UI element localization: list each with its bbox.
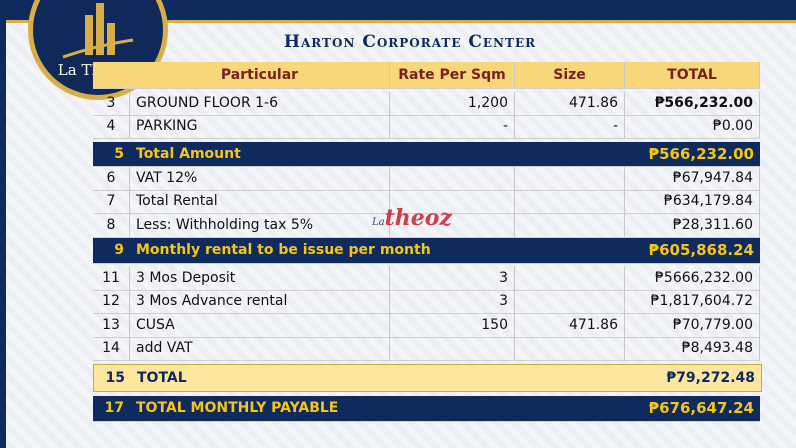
rate-cell <box>390 238 515 263</box>
table-row: 3 GROUND FLOOR 1-6 1,200 471.86 ₱566,232.00 <box>93 92 760 116</box>
total-cell: ₱70,779.00 <box>625 313 760 337</box>
table-row: 5 Total Amount ₱566,232.00 <box>93 142 760 167</box>
no-cell: 7 <box>93 190 130 213</box>
no-cell: 15 <box>105 370 125 386</box>
table-row: 8 Less: Withholding tax 5% ₱28,311.60 <box>93 213 760 238</box>
no-cell: 3 <box>93 92 130 115</box>
rate-cell: 150 <box>390 313 515 337</box>
total-cell: ₱28,311.60 <box>625 213 760 237</box>
particular-cell: TOTAL <box>137 370 187 386</box>
left-strip <box>0 0 6 448</box>
total-cell: ₱5666,232.00 <box>625 266 760 290</box>
rate-cell <box>391 365 516 391</box>
no-cell: 8 <box>93 213 130 237</box>
no-cell: 17 <box>104 400 124 416</box>
logo-icon <box>62 3 134 59</box>
rate-cell <box>390 396 515 421</box>
total-cell: ₱1,817,604.72 <box>625 290 760 313</box>
rate-cell: 3 <box>390 266 515 290</box>
size-cell <box>515 142 625 166</box>
total-cell: ₱605,868.24 <box>648 241 754 259</box>
rate-cell: 1,200 <box>390 92 515 115</box>
particular-cell: Less: Withholding tax 5% <box>130 213 390 237</box>
table-row: 13 CUSA 150 471.86 ₱70,779.00 <box>93 313 760 338</box>
size-cell <box>515 167 625 190</box>
title: Harton Corporate Center <box>283 32 537 52</box>
total-cell: ₱8,493.48 <box>625 337 760 360</box>
total-cell: ₱634,179.84 <box>625 190 760 213</box>
no-cell: 13 <box>93 313 130 337</box>
total-cell: ₱67,947.84 <box>625 167 760 190</box>
size-cell <box>515 337 625 360</box>
particular-cell: add VAT <box>130 337 390 360</box>
size-cell <box>515 290 625 313</box>
watermark: Latheoz <box>372 205 452 231</box>
rate-cell <box>390 213 515 237</box>
watermark-prefix: La <box>372 217 385 228</box>
no-cell: 5 <box>114 146 124 162</box>
size-cell <box>515 190 625 213</box>
total-cell: ₱79,272.48 <box>666 370 755 386</box>
table-row: 15 TOTAL ₱79,272.48 <box>93 364 762 392</box>
size-cell: - <box>515 115 625 138</box>
header-cell: TOTAL <box>625 62 760 88</box>
total-cell: ₱566,232.00 <box>648 145 754 163</box>
table-row: 17 TOTAL MONTHLY PAYABLE ₱676,647.24 <box>93 396 760 422</box>
no-cell: 11 <box>93 266 130 290</box>
particular-cell: GROUND FLOOR 1-6 <box>130 92 390 115</box>
particular-cell: Monthly rental to be issue per month <box>136 242 431 258</box>
header-cell: Particular <box>130 62 390 88</box>
size-cell <box>516 365 626 391</box>
no-cell: 14 <box>93 337 130 360</box>
header-cell: Rate Per Sqm <box>390 62 515 88</box>
table-row: 11 3 Mos Deposit 3 ₱5666,232.00 <box>93 266 760 291</box>
watermark-name: theoz <box>384 205 452 231</box>
top-band <box>0 0 796 23</box>
rate-cell: 3 <box>390 290 515 313</box>
no-cell: 9 <box>114 242 124 258</box>
table-row: 4 PARKING - - ₱0.00 <box>93 115 760 139</box>
particular-cell: TOTAL MONTHLY PAYABLE <box>136 400 339 416</box>
particular-cell: Total Rental <box>130 190 390 213</box>
total-cell: ₱676,647.24 <box>648 399 754 417</box>
rate-cell <box>390 142 515 166</box>
table-row: 7 Total Rental ₱634,179.84 <box>93 190 760 214</box>
rate-cell <box>390 190 515 213</box>
size-cell <box>515 238 625 263</box>
header-cell: Size <box>515 62 625 88</box>
total-cell: ₱0.00 <box>625 115 760 138</box>
particular-cell: Total Amount <box>136 146 241 162</box>
table-row: 6 VAT 12% ₱67,947.84 <box>93 167 760 191</box>
rate-cell <box>390 167 515 190</box>
rate-cell: - <box>390 115 515 138</box>
table-row: 9 Monthly rental to be issue per month ₱60… <box>93 238 760 264</box>
particular-cell: CUSA <box>130 313 390 337</box>
particular-cell: VAT 12% <box>130 167 390 190</box>
total-cell: ₱566,232.00 <box>625 92 760 115</box>
rate-cell <box>390 337 515 360</box>
no-cell: 12 <box>93 290 130 313</box>
particular-cell: PARKING <box>130 115 390 138</box>
size-cell: 471.86 <box>515 92 625 115</box>
size-cell <box>515 266 625 290</box>
size-cell: 471.86 <box>515 313 625 337</box>
no-cell: 4 <box>93 115 130 138</box>
no-cell: 6 <box>93 167 130 190</box>
particular-cell: 3 Mos Deposit <box>130 266 390 290</box>
table-row: 14 add VAT ₱8,493.48 <box>93 337 760 361</box>
size-cell <box>515 396 625 421</box>
particular-cell: 3 Mos Advance rental <box>130 290 390 313</box>
size-cell <box>515 213 625 237</box>
table-row: 12 3 Mos Advance rental 3 ₱1,817,604.72 <box>93 290 760 314</box>
header-row: Particular Rate Per Sqm Size TOTAL <box>93 62 760 89</box>
